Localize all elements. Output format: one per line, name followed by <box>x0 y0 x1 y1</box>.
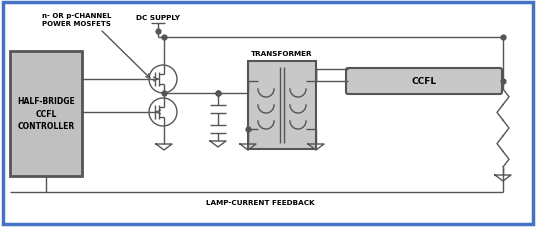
FancyBboxPatch shape <box>346 69 502 95</box>
Text: LAMP-CURRENT FEEDBACK: LAMP-CURRENT FEEDBACK <box>206 199 314 205</box>
Text: DC SUPPLY: DC SUPPLY <box>136 15 180 21</box>
Text: TRANSFORMER: TRANSFORMER <box>251 51 312 57</box>
Text: CCFL: CCFL <box>412 77 436 86</box>
Text: n- OR p-CHANNEL
POWER MOSFETS: n- OR p-CHANNEL POWER MOSFETS <box>42 13 111 27</box>
Text: HALF-BRIDGE
CCFL
CONTROLLER: HALF-BRIDGE CCFL CONTROLLER <box>17 97 75 131</box>
Bar <box>10 52 82 176</box>
Bar <box>248 62 316 149</box>
